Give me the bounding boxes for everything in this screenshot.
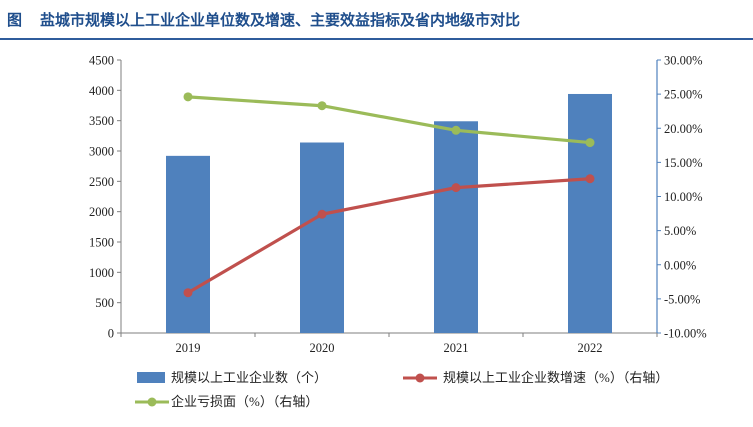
bar-2019	[166, 155, 210, 333]
loss-rate-line	[187, 95, 591, 145]
growth-point-2021	[451, 183, 461, 193]
left-tick-label: 1500	[89, 236, 114, 250]
left-tick-label: 3000	[89, 145, 114, 159]
left-tick-label: 3500	[89, 114, 114, 128]
title-divider	[0, 38, 753, 40]
left-tick-label: 500	[95, 296, 114, 310]
title-row: 图 盐城市规模以上工业企业单位数及增速、主要效益指标及省内地级市对比	[0, 0, 753, 38]
figure-label: 图	[7, 11, 23, 29]
legend-label-loss: 企业亏损面（%）（右轴）	[171, 394, 318, 409]
x-tick-label: 2021	[444, 341, 469, 355]
left-tick-label: 2500	[89, 175, 114, 189]
growth-point-2022	[585, 174, 595, 184]
right-tick-label: 20.00%	[664, 122, 703, 136]
growth-point-2020	[317, 209, 327, 219]
left-tick-label: 4000	[89, 84, 114, 98]
legend-swatch-bar	[137, 372, 165, 383]
right-tick-label: 25.00%	[664, 88, 703, 102]
right-tick-label: 10.00%	[664, 190, 703, 204]
right-tick-label: -10.00%	[664, 327, 707, 341]
loss-rate-point-2020	[317, 101, 327, 111]
loss-rate-point-2019	[183, 92, 193, 102]
right-tick-label: -5.00%	[664, 292, 700, 306]
left-tick-label: 1000	[89, 266, 114, 280]
x-tick-label: 2022	[578, 341, 603, 355]
legend-swatch-loss-marker	[147, 397, 157, 407]
left-tick-label: 4500	[89, 54, 114, 68]
growth-point-2019	[183, 288, 193, 298]
growth-line	[187, 177, 591, 295]
legend-label-growth: 规模以上工业企业数增速（%）（右轴）	[443, 370, 668, 385]
right-tick-label: 0.00%	[664, 258, 696, 272]
x-tick-label: 2019	[176, 341, 201, 355]
loss-rate-point-2021	[451, 125, 461, 135]
bar-2021	[434, 121, 478, 333]
right-tick-label: 15.00%	[664, 156, 703, 170]
left-tick-label: 0	[108, 327, 114, 341]
bar-2022	[568, 93, 612, 334]
chart-title: 盐城市规模以上工业企业单位数及增速、主要效益指标及省内地级市对比	[40, 11, 521, 29]
legend-label-bar: 规模以上工业企业数（个）	[171, 370, 327, 385]
right-tick-label: 5.00%	[664, 224, 696, 238]
bar-2020	[300, 142, 344, 333]
right-tick-label: 30.00%	[664, 54, 703, 68]
loss-rate-point-2022	[585, 138, 595, 148]
left-tick-label: 2000	[89, 205, 114, 219]
x-tick-label: 2020	[310, 341, 335, 355]
legend-swatch-growth-marker	[415, 373, 425, 383]
